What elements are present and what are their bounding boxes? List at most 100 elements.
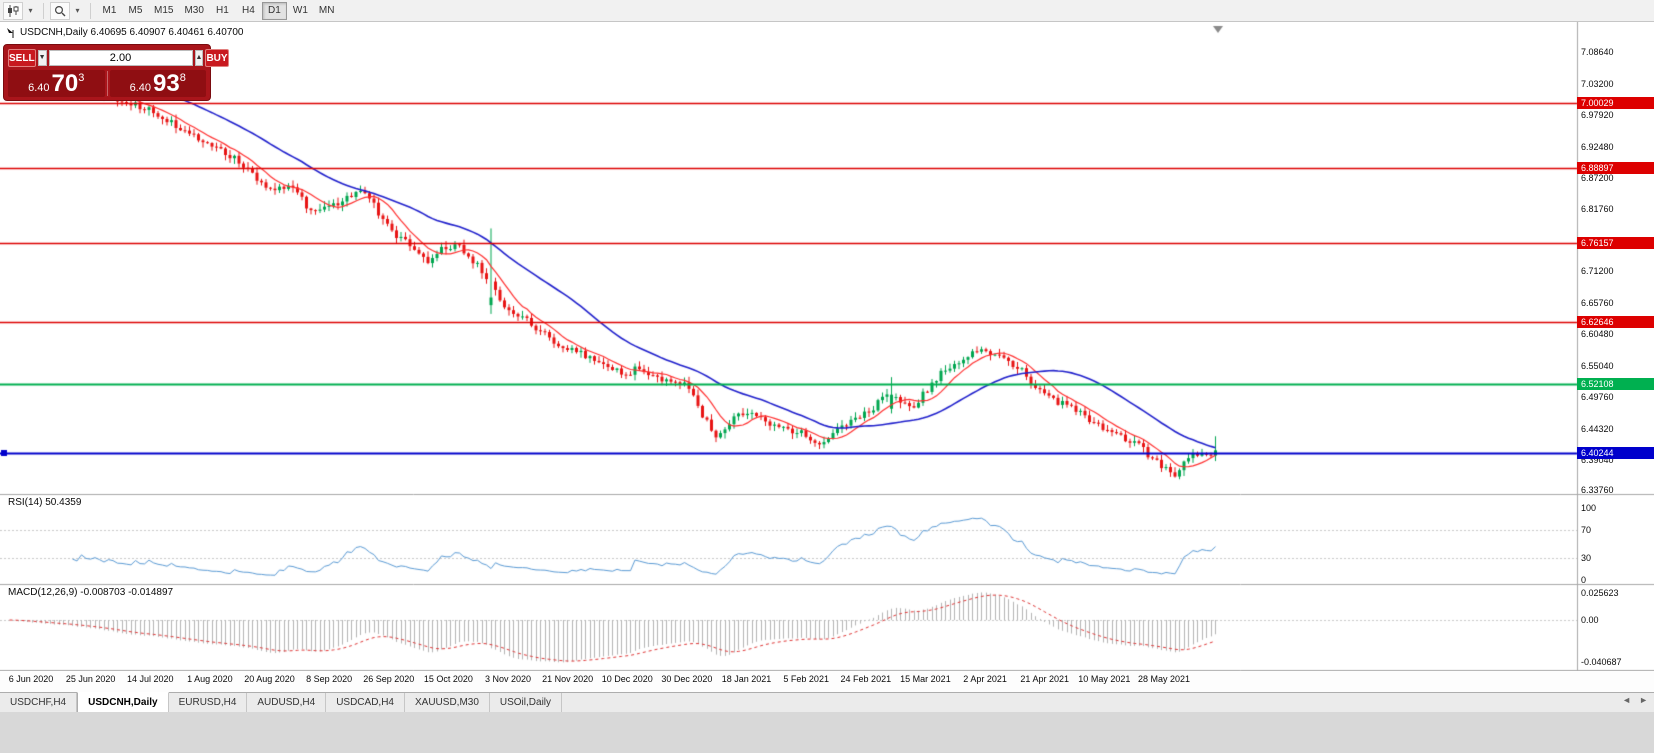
date-axis-label: 10 Dec 2020 (601, 674, 653, 684)
candlestick-chart-icon (8, 4, 19, 17)
date-axis-label: 1 Aug 2020 (187, 674, 233, 684)
toolbar-separator (43, 2, 44, 19)
rsi-axis-label: 100 (1581, 503, 1597, 513)
price-axis-label: 6.39040 (1581, 454, 1614, 465)
date-axis-label: 21 Apr 2021 (1020, 674, 1069, 684)
sell-button[interactable]: SELL (8, 49, 36, 67)
chart-tab-bar: USDCHF,H4 USDCNH,Daily EURUSD,H4 AUDUSD,H4 U… (0, 692, 1654, 712)
price-level-badge: 6.40244 (1577, 446, 1654, 459)
sell-price-pip-sup: 3 (78, 72, 85, 84)
price-axis-label: 7.08640 (1581, 47, 1614, 58)
buy-price-pip-sup: 8 (179, 72, 186, 84)
price-level-badge: 6.62646 (1577, 315, 1654, 328)
chart-tab-usdcnh-daily[interactable]: USDCNH,Daily (77, 692, 169, 712)
price-axis-label: 6.92480 (1581, 141, 1614, 152)
date-axis-label: 18 Jan 2021 (721, 674, 772, 684)
timeframe-button-h4[interactable]: H4 (236, 2, 261, 20)
price-axis-label: 6.55040 (1581, 360, 1614, 371)
tab-scroll-arrows: ◄ ► (1622, 695, 1648, 705)
chart-tab-usdchf-h4[interactable]: USDCHF,H4 (0, 693, 78, 712)
timeframe-button-m30[interactable]: M30 (179, 2, 208, 20)
date-axis-label: 6 Jun 2020 (8, 674, 54, 684)
volume-input[interactable] (48, 50, 193, 66)
zoom-tools-dropdown-caret[interactable]: ▾ (71, 2, 84, 20)
date-axis-label: 3 Nov 2020 (485, 674, 532, 684)
price-axis-label: 6.97920 (1581, 109, 1614, 120)
price-axis-label: 6.44320 (1581, 423, 1614, 434)
rsi-axis-label: 30 (1581, 553, 1592, 564)
volume-increase-button[interactable]: ▲ (194, 50, 204, 66)
macd-panel-title: MACD(12,26,9) -0.008703 -0.014897 (8, 587, 174, 598)
date-axis-label: 2 Apr 2021 (963, 674, 1007, 684)
trade-panel-prices: 6.40 70 3 6.40 93 8 (8, 70, 206, 97)
zoom-tools-button[interactable] (50, 1, 70, 20)
window-bottom-filler (0, 712, 1654, 753)
price-axis-label: 6.71200 (1581, 266, 1614, 277)
timeframe-button-mn[interactable]: MN (314, 2, 340, 20)
timeframe-button-m5[interactable]: M5 (123, 2, 148, 20)
date-axis-label: 5 Feb 2021 (783, 674, 829, 684)
date-axis-label: 21 Nov 2020 (542, 674, 594, 684)
chart-tab-usoil-daily[interactable]: USOil,Daily (489, 693, 563, 712)
macd-axis-label: 0.025623 (1581, 588, 1619, 599)
rsi-panel-title: RSI(14) 50.4359 (8, 497, 82, 508)
timeframe-button-m15[interactable]: M15 (149, 2, 178, 20)
chart-tab-usdcad-h4[interactable]: USDCAD,H4 (326, 693, 405, 712)
toolbar-separator (90, 2, 91, 19)
sell-price-display[interactable]: 6.40 70 3 (8, 70, 105, 97)
macd-axis-label: 0.00 (1581, 615, 1599, 625)
date-axis-label: 20 Aug 2020 (244, 674, 295, 684)
date-axis-label: 30 Dec 2020 (661, 674, 713, 684)
rsi-axis-label: 0 (1581, 575, 1587, 585)
macd-axis-label: -0.040687 (1581, 657, 1622, 668)
price-axis-label: 6.65760 (1581, 298, 1614, 309)
chart-tab-audusd-h4[interactable]: AUDUSD,H4 (247, 693, 327, 712)
symbol-ohlc-text: USDCNH,Daily 6.40695 6.40907 6.40461 6.4… (20, 27, 244, 38)
date-axis-label: 10 May 2021 (1078, 674, 1131, 684)
price-level-badge: 6.52108 (1577, 377, 1654, 390)
date-axis-label: 26 Sep 2020 (363, 674, 415, 684)
timeframe-button-d1[interactable]: D1 (261, 1, 287, 20)
price-axis-label: 6.60480 (1581, 329, 1614, 340)
date-axis-label: 8 Sep 2020 (306, 674, 353, 684)
tab-scroll-left-icon[interactable]: ◄ (1622, 695, 1632, 705)
date-axis-label: 28 May 2021 (1137, 674, 1190, 684)
one-click-trading-panel: SELL ▼ ▲ BUY 6.40 70 3 6.40 93 8 (3, 44, 229, 101)
date-axis-label: 24 Feb 2021 (840, 674, 892, 684)
date-axis (0, 671, 1654, 692)
price-axis-label: 6.81760 (1581, 204, 1614, 215)
date-axis-label: 25 Jun 2020 (65, 674, 116, 684)
price-level-badge: 6.88897 (1577, 162, 1654, 175)
price-axis-label: 7.03200 (1581, 78, 1614, 89)
rsi-axis-label: 70 (1581, 524, 1592, 535)
timeframe-button-m1[interactable]: M1 (97, 2, 122, 20)
buy-price-display[interactable]: 6.40 93 8 (109, 69, 206, 97)
chart-tab-xauusd-m30[interactable]: XAUUSD,M30 (404, 693, 490, 712)
price-level-badge: 6.76157 (1577, 236, 1654, 249)
price-level-badge: 7.00029 (1577, 96, 1654, 109)
chart-tab-eurusd-h4[interactable]: EURUSD,H4 (168, 693, 248, 712)
timeframe-button-h1[interactable]: H1 (210, 2, 235, 20)
timeframe-button-w1[interactable]: W1 (288, 2, 313, 20)
top-toolbar: ▾ ▾ M1 M5 M15 M30 H1 H4 D1 W1 MN (0, 0, 1654, 22)
price-axis-label: 6.33760 (1581, 485, 1614, 496)
buy-price-big-digits: 93 (153, 69, 180, 97)
tab-scroll-right-icon[interactable]: ► (1639, 695, 1648, 705)
price-axis-label: 6.87200 (1581, 172, 1614, 183)
sell-price-big-digits: 70 (51, 69, 79, 97)
date-axis-label: 14 Jul 2020 (126, 674, 174, 684)
chart-type-dropdown-caret[interactable]: ▾ (24, 2, 37, 20)
symbol-candle-icon (7, 27, 14, 38)
symbol-header: USDCNH,Daily 6.40695 6.40907 6.40461 6.4… (7, 27, 244, 38)
zoom-icon (54, 5, 66, 16)
price-axis-label: 6.49760 (1581, 391, 1614, 402)
timeframe-button-group: M1 M5 M15 M30 H1 H4 D1 W1 MN (97, 1, 340, 20)
chart-type-button[interactable] (3, 1, 23, 20)
price-divider (106, 71, 108, 96)
date-axis-label: 15 Mar 2021 (900, 674, 951, 684)
date-axis-label: 15 Oct 2020 (423, 674, 473, 684)
buy-button[interactable]: BUY (205, 49, 229, 67)
volume-decrease-button[interactable]: ▼ (37, 50, 47, 66)
